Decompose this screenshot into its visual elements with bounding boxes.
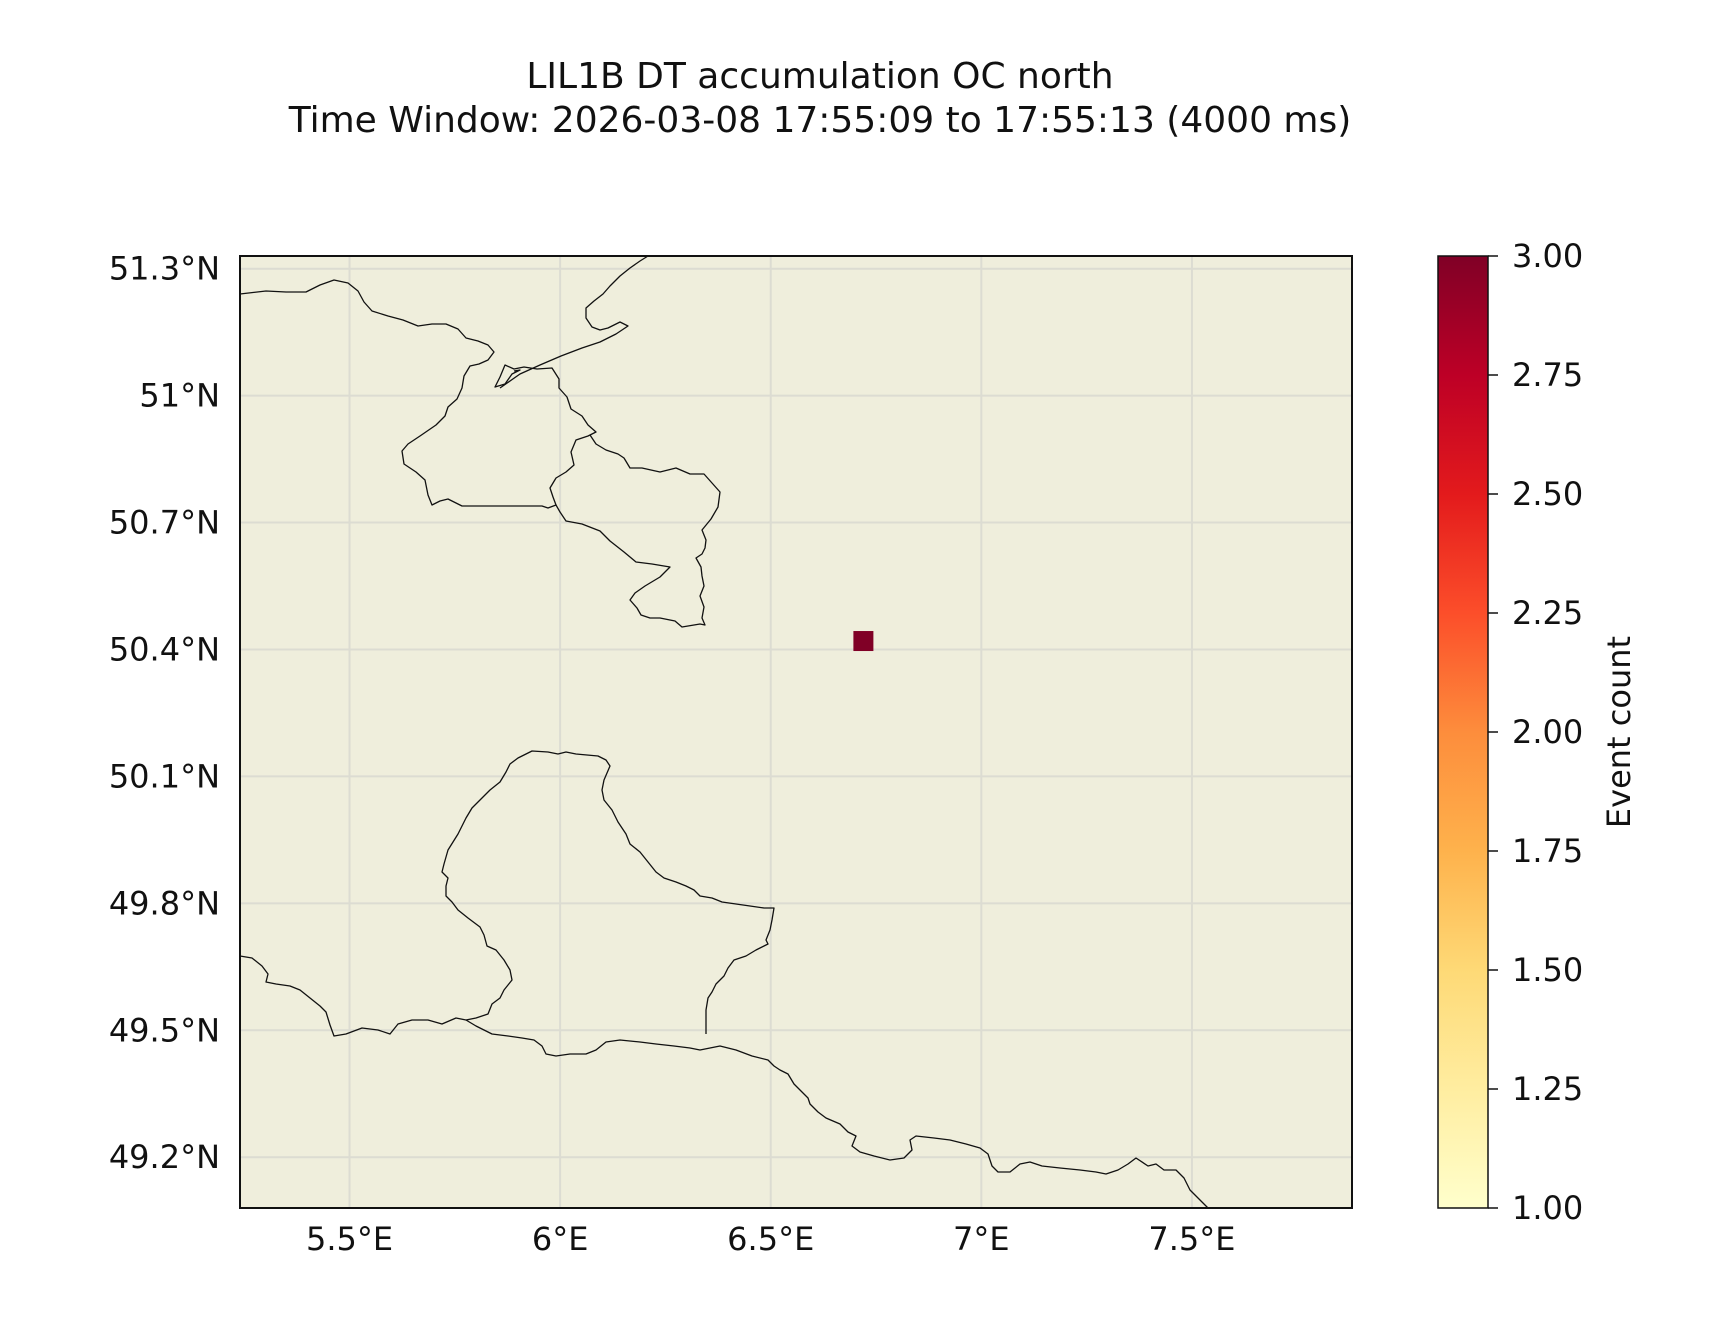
border-south — [465, 1019, 1209, 1209]
colorbar-tick-label: 2.50 — [1512, 475, 1583, 513]
lon-tick-label: 6°E — [532, 1220, 589, 1258]
lat-tick-label: 49.5°N — [109, 1011, 220, 1049]
lon-tick-label: 5.5°E — [306, 1220, 393, 1258]
event-cell — [853, 631, 874, 652]
lat-tick-label: 50.4°N — [109, 630, 220, 668]
border-north-coast — [499, 255, 649, 389]
lat-tick-label: 49.2°N — [109, 1138, 220, 1176]
colorbar-tick-label: 1.00 — [1512, 1189, 1583, 1227]
lon-tick-label: 7°E — [953, 1220, 1010, 1258]
colorbar — [1437, 255, 1489, 1209]
border-north — [239, 279, 597, 509]
country-borders — [239, 255, 1209, 1209]
lon-tick-label: 6.5°E — [727, 1220, 814, 1258]
lat-tick-label: 50.1°N — [109, 757, 220, 795]
lat-tick-label: 49.8°N — [109, 884, 220, 922]
border-mid — [555, 434, 721, 628]
event-markers — [853, 631, 874, 652]
colorbar-tick-label: 2.00 — [1512, 713, 1583, 751]
lon-tick-label: 7.5°E — [1148, 1220, 1235, 1258]
longitude-axis: 5.5°E 6°E 6.5°E 7°E 7.5°E — [306, 1220, 1236, 1258]
map-background — [240, 256, 1352, 1208]
colorbar-tick-label: 3.00 — [1512, 237, 1583, 275]
colorbar-tick-label: 2.25 — [1512, 594, 1583, 632]
colorbar-tick-label: 1.75 — [1512, 832, 1583, 870]
lat-tick-label: 51°N — [139, 377, 220, 415]
colorbar-axis: 1.00 1.25 1.50 1.75 2.00 2.25 2.50 2.75 3.00 — [1488, 237, 1583, 1227]
map-frame — [239, 255, 1353, 1209]
lat-tick-label: 50.7°N — [109, 504, 220, 542]
colorbar-tick-label: 2.75 — [1512, 356, 1583, 394]
colorbar-tick-label: 1.50 — [1512, 951, 1583, 989]
latitude-axis: 51.3°N 51°N 50.7°N 50.4°N 50.1°N 49.8°N 49.5°N… — [109, 250, 220, 1177]
lat-tick-label: 51.3°N — [109, 250, 220, 288]
border-south-lux — [239, 750, 775, 1037]
colorbar-label: Event count — [1600, 636, 1638, 828]
colorbar-tick-label: 1.25 — [1512, 1070, 1583, 1108]
map-gridlines — [240, 256, 1352, 1208]
figure-subtitle: Time Window: 2026-03-08 17:55:09 to 17:5… — [288, 100, 1352, 141]
figure-title: LIL1B DT accumulation OC north — [526, 56, 1113, 97]
